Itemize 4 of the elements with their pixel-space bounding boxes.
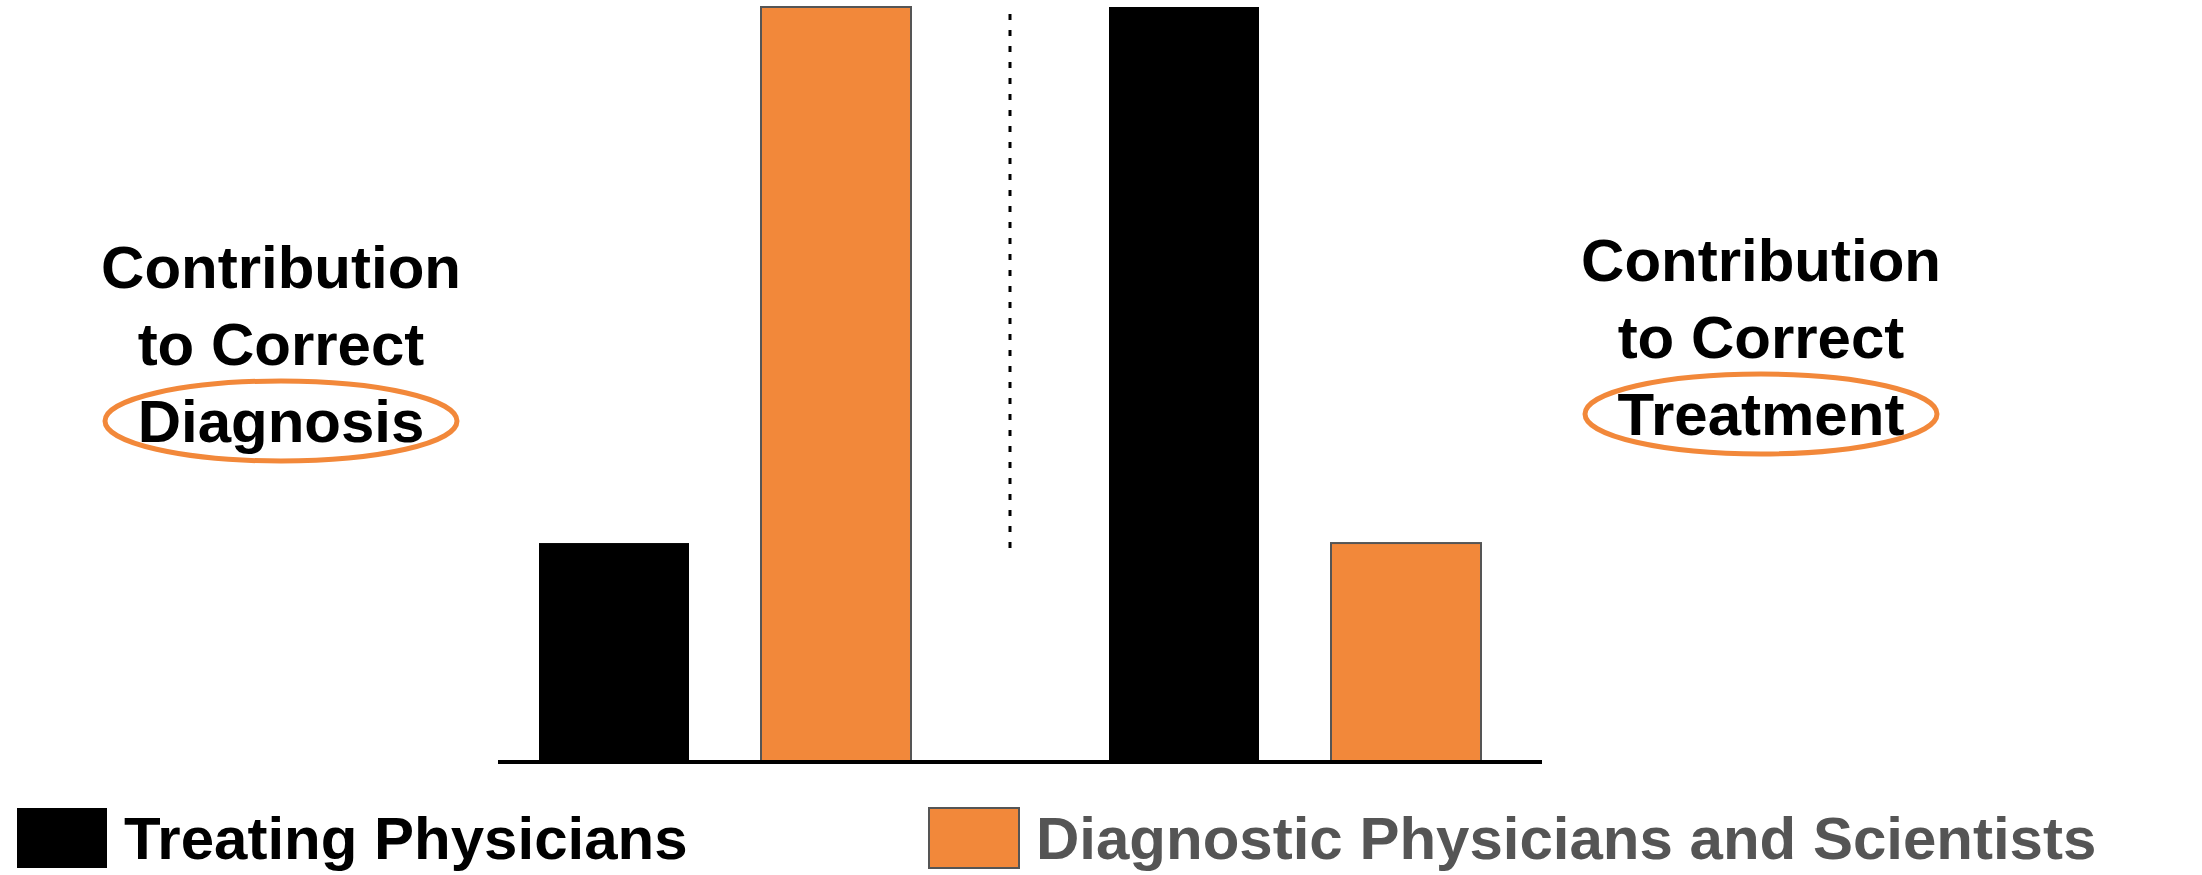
x-tick-label: Contribution to Correct Treatment bbox=[1581, 227, 1941, 448]
legend-label: Treating Physicians bbox=[124, 805, 688, 872]
legend-label: Diagnostic Physicians and Scientists bbox=[1036, 805, 2097, 872]
x-tick-label: Contribution to Correct Diagnosis bbox=[101, 234, 461, 455]
